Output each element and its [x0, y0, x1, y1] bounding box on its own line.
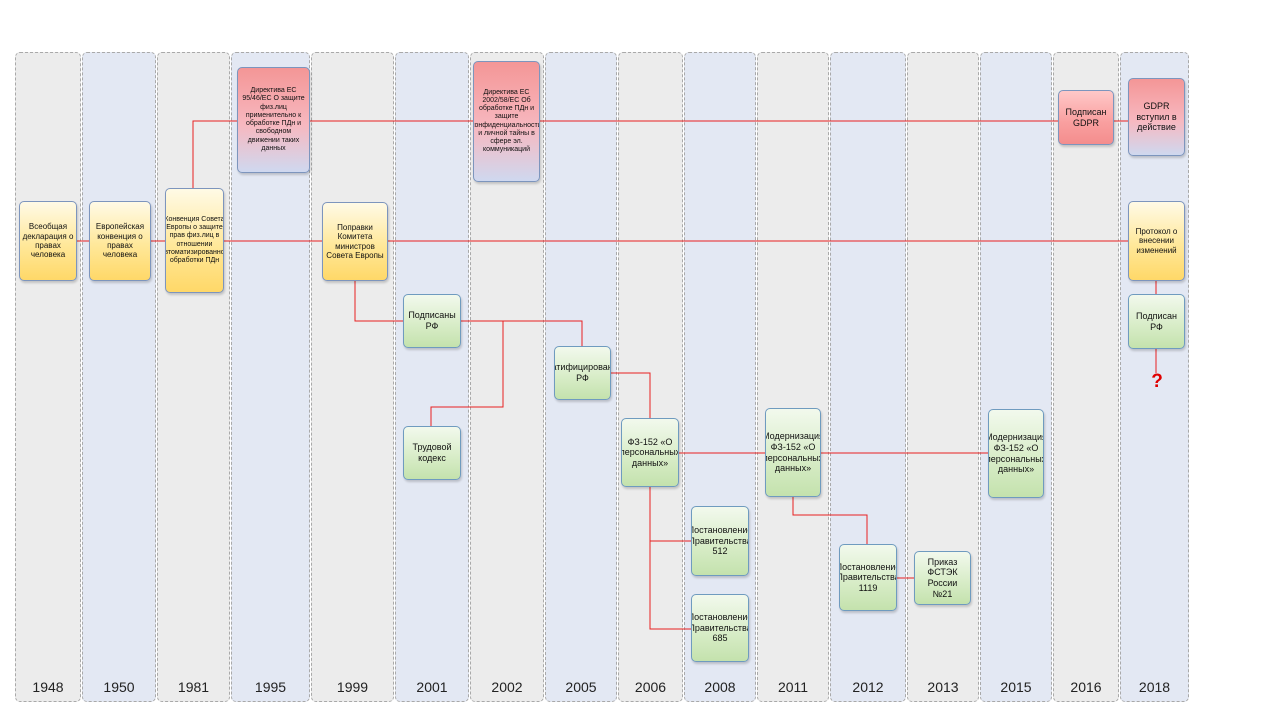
event-label: Приказ ФСТЭК России №21	[927, 556, 958, 599]
event-modernization-2011[interactable]: Модернизация ФЗ-152 «О персональных данн…	[765, 408, 821, 497]
year-label-2012: 2012	[852, 679, 884, 695]
connector-2001-2005	[460, 320, 583, 346]
year-label-2011: 2011	[777, 679, 809, 695]
year-label-1948: 1948	[32, 679, 64, 695]
connector-2006-decrees	[649, 487, 691, 630]
year-label-2018: 2018	[1138, 679, 1171, 695]
event-label: Конвенция Совета Европы о защите прав фи…	[165, 215, 224, 264]
event-echr-1950[interactable]: Европейская конвенция о правах человека	[89, 201, 151, 281]
event-label: Протокол о внесении изменений	[1135, 226, 1178, 255]
timeline-column-2001	[395, 52, 469, 702]
event-directive-2002-58[interactable]: Директива ЕС 2002/58/ЕС Об обработке ПДн…	[473, 61, 540, 182]
event-amendments-1999[interactable]: Поправки Комитета министров Совета Европ…	[322, 202, 388, 281]
event-fz152-2006[interactable]: ФЗ-152 «О персональных данных»	[621, 418, 679, 487]
year-label-1999: 1999	[336, 679, 369, 695]
timeline-column-2011	[757, 52, 829, 702]
event-modernization-2015[interactable]: Модернизация ФЗ-152 «О персональных данн…	[988, 409, 1044, 498]
event-label: Европейская конвенция о правах человека	[95, 222, 145, 260]
event-fstek-order-21-2013[interactable]: Приказ ФСТЭК России №21	[914, 551, 971, 605]
year-label-2005: 2005	[565, 679, 597, 695]
event-directive-95-46[interactable]: Директива ЕС 95/46/ЕС О защите физ.лиц п…	[237, 67, 310, 173]
event-label: Подписан GDPR	[1065, 106, 1107, 128]
timeline-column-2016	[1053, 52, 1119, 702]
connector-2011-2012	[792, 497, 868, 544]
event-label: Поправки Комитета министров Совета Европ…	[326, 222, 384, 260]
event-label: GDPR вступил в действие	[1136, 101, 1177, 133]
event-gdpr-effect-2018[interactable]: GDPR вступил в действие	[1128, 78, 1185, 156]
timeline-column-2015	[980, 52, 1052, 702]
timeline-column-2008	[684, 52, 756, 702]
event-label: Постановление Правительства 685	[691, 612, 749, 644]
event-ratified-2005[interactable]: Ратифицированы РФ	[554, 346, 611, 400]
year-label-1995: 1995	[254, 679, 287, 695]
year-label-2008: 2008	[704, 679, 736, 695]
event-label: Постановление Правительства 1119	[839, 561, 897, 593]
year-label-2013: 2013	[927, 679, 959, 695]
event-label: Директива ЕС 2002/58/ЕС Об обработке ПДн…	[473, 88, 540, 154]
event-convention-108-1981[interactable]: Конвенция Совета Европы о защите прав фи…	[165, 188, 224, 293]
event-label: Постановление Правительства 512	[691, 525, 749, 557]
year-label-2002: 2002	[491, 679, 523, 695]
event-label: Модернизация ФЗ-152 «О персональных данн…	[988, 432, 1044, 475]
event-signed-rf-2001[interactable]: Подписаны РФ	[403, 294, 461, 348]
event-label: Ратифицированы РФ	[555, 362, 610, 383]
year-label-1950: 1950	[103, 679, 135, 695]
event-label: Всеобщая декларация о правах человека	[22, 222, 74, 260]
event-label: Подписаны РФ	[408, 310, 456, 331]
timeline-column-1999	[311, 52, 394, 702]
connector-directives-line	[192, 120, 1059, 188]
year-label-2001: 2001	[416, 679, 448, 695]
event-label: ФЗ-152 «О персональных данных»	[621, 436, 679, 468]
year-label-2015: 2015	[1000, 679, 1032, 695]
connector-labor-code	[430, 321, 504, 426]
connector-1999-2001	[354, 281, 403, 322]
event-protocol-2018[interactable]: Протокол о внесении изменений	[1128, 201, 1185, 281]
event-udhr-1948[interactable]: Всеобщая декларация о правах человека	[19, 201, 77, 281]
event-signed-rf-2018[interactable]: Подписан РФ	[1128, 294, 1185, 349]
timeline-column-1948	[15, 52, 81, 702]
question-mark: ?	[1151, 371, 1163, 392]
year-label-1981: 1981	[177, 679, 210, 695]
event-label: Подписан РФ	[1136, 310, 1177, 332]
event-label: Директива ЕС 95/46/ЕС О защите физ.лиц п…	[242, 87, 305, 152]
event-decree-1119-2012[interactable]: Постановление Правительства 1119	[839, 544, 897, 611]
connector-2005-2006	[611, 372, 651, 418]
event-gdpr-signed-2016[interactable]: Подписан GDPR	[1058, 90, 1114, 145]
event-decree-512-2008[interactable]: Постановление Правительства 512	[691, 506, 749, 576]
timeline-column-2018	[1120, 52, 1189, 702]
event-label: Трудовой кодекс	[412, 442, 452, 463]
event-decree-685-2008[interactable]: Постановление Правительства 685	[691, 594, 749, 662]
timeline-column-1950	[82, 52, 156, 702]
event-labor-code-2001[interactable]: Трудовой кодекс	[403, 426, 461, 480]
event-label: Модернизация ФЗ-152 «О персональных данн…	[765, 431, 821, 474]
year-label-2016: 2016	[1070, 679, 1102, 695]
year-label-2006: 2006	[634, 679, 667, 695]
